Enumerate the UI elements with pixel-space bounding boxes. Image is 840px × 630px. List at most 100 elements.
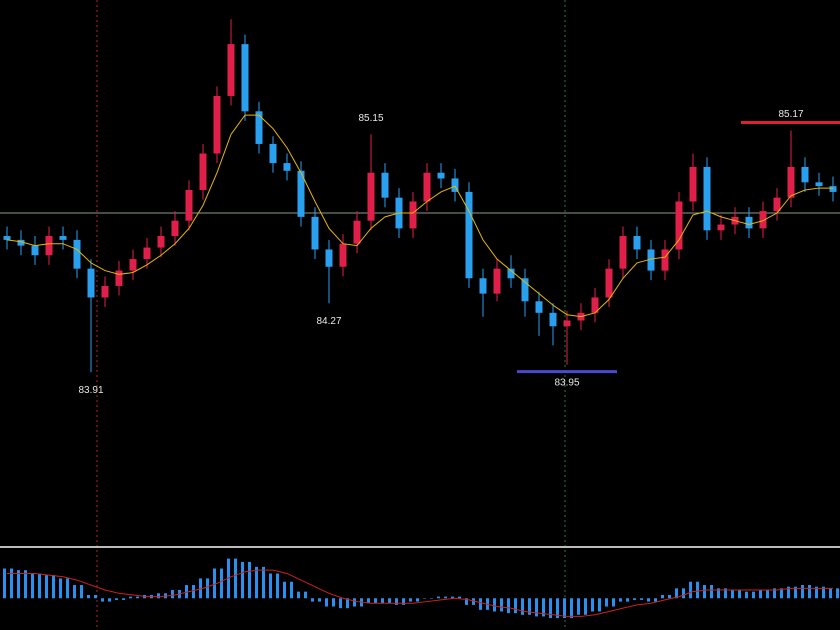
candle-body	[745, 216, 753, 229]
candle-body	[213, 95, 221, 154]
candle-body	[115, 270, 123, 286]
candle-body	[143, 247, 151, 260]
candle-body	[255, 111, 263, 144]
macd-bar	[780, 588, 783, 599]
macd-bar	[829, 588, 832, 599]
macd-bar	[374, 598, 377, 604]
macd-bar	[318, 598, 321, 602]
candle-body	[59, 236, 67, 240]
macd-bar	[542, 598, 545, 617]
candle-body	[423, 172, 431, 202]
candle-body	[661, 249, 669, 271]
macd-bar	[766, 590, 769, 599]
macd-bar	[731, 590, 734, 599]
candle-body	[619, 236, 627, 269]
candle-body	[451, 178, 459, 192]
macd-bar	[759, 590, 762, 599]
macd-bar	[836, 588, 839, 599]
candle-body	[339, 243, 347, 267]
macd-bar	[122, 598, 125, 600]
candle-body	[703, 166, 711, 231]
macd-signal	[7, 569, 833, 617]
macd-bar	[528, 598, 531, 615]
macd-bar	[213, 568, 216, 599]
macd-bar	[724, 588, 727, 599]
macd-bar	[430, 598, 433, 599]
candle-body	[325, 249, 333, 267]
candle-body	[367, 172, 375, 221]
macd-bar	[633, 598, 636, 600]
macd-bar	[584, 598, 587, 615]
candle-body	[787, 166, 795, 198]
macd-bar	[675, 588, 678, 599]
macd-bar	[458, 596, 461, 599]
macd-bar	[549, 598, 552, 619]
candle-body	[409, 201, 417, 229]
macd-bar	[115, 598, 118, 600]
macd-bar	[52, 575, 55, 599]
macd-bar	[465, 598, 468, 605]
macd-bar	[332, 598, 335, 607]
macd-bar	[423, 598, 426, 599]
macd-bar	[444, 596, 447, 599]
candle-body	[157, 236, 165, 248]
macd-bar	[696, 581, 699, 599]
candle-body	[675, 201, 683, 250]
macd-bar	[598, 598, 601, 612]
macd-bar	[283, 581, 286, 599]
macd-bar	[507, 598, 510, 614]
candle-body	[717, 224, 725, 231]
candle-body	[381, 172, 389, 198]
macd-bar	[451, 596, 454, 599]
macd-bar	[346, 598, 349, 609]
macd-bar	[787, 586, 790, 599]
macd-bar	[45, 575, 48, 599]
macd-bar	[717, 588, 720, 599]
macd-bar	[220, 568, 223, 599]
macd-bar	[689, 581, 692, 599]
candle-body	[311, 216, 319, 250]
macd-bar	[17, 570, 20, 599]
candle-body	[269, 143, 277, 164]
macd-bar	[325, 598, 328, 607]
macd-bar	[136, 596, 139, 599]
macd-bar	[269, 573, 272, 599]
candle-body	[507, 268, 515, 279]
macd-bar	[157, 593, 160, 599]
macd-bar	[612, 598, 615, 607]
candle-body	[549, 312, 557, 327]
macd-bar	[773, 588, 776, 599]
macd-bar	[192, 585, 195, 599]
candle-body	[689, 166, 697, 202]
macd-bar	[500, 598, 503, 612]
macd-bar	[794, 586, 797, 599]
moving-average	[6, 114, 833, 318]
macd-bar	[185, 585, 188, 599]
macd-bar	[556, 598, 559, 619]
macd-bar	[108, 598, 111, 602]
macd-bar	[388, 598, 391, 604]
macd-bar	[80, 585, 83, 599]
macd-bar	[255, 566, 258, 599]
macd-bar	[745, 591, 748, 599]
macd-bar	[661, 594, 664, 599]
candle-body	[829, 186, 837, 192]
macd-bar	[493, 598, 496, 612]
candle-body	[647, 249, 655, 271]
macd-bar	[535, 598, 538, 617]
candle-body	[437, 172, 445, 179]
candle-body	[521, 278, 529, 302]
macd-bar	[619, 598, 622, 602]
candle-body	[171, 220, 179, 237]
macd-bar	[206, 578, 209, 599]
macd-bar	[514, 598, 517, 614]
candle-body	[353, 220, 361, 244]
macd-bar	[668, 594, 671, 599]
macd-bar	[381, 598, 384, 604]
macd-bar	[703, 585, 706, 599]
macd-bar	[654, 598, 657, 602]
candle-body	[87, 268, 95, 298]
price-annotation: 85.17	[778, 109, 803, 120]
candle-body	[241, 44, 249, 112]
